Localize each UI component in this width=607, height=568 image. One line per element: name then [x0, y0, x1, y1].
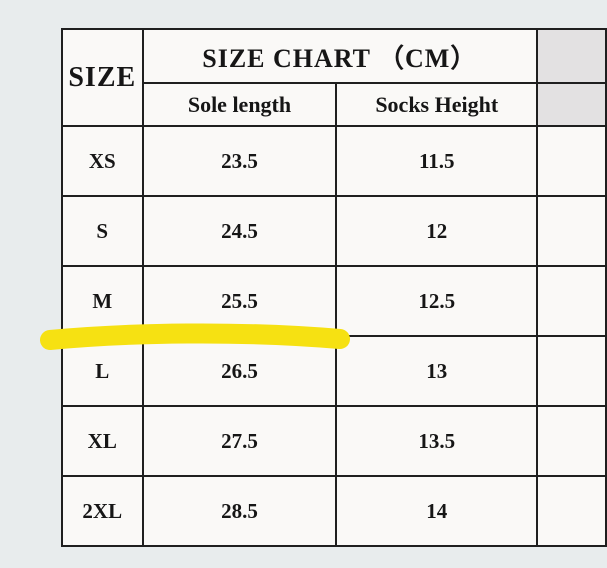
corner-header-size: SIZE	[61, 28, 144, 127]
cutoff-column-header-cell	[536, 28, 607, 84]
cutoff-column-header-cell	[536, 82, 607, 127]
column-header-sole-length: Sole length	[141, 82, 338, 127]
size-label: S	[61, 195, 144, 267]
chart-title: SIZE CHART （CM）	[141, 28, 539, 84]
size-label: 2XL	[61, 475, 144, 547]
socks-height-value: 13.5	[335, 405, 539, 477]
socks-height-value: 11.5	[335, 125, 539, 197]
header-row-title: SIZE SIZE CHART （CM）	[61, 28, 607, 127]
sole-length-value: 28.5	[141, 475, 338, 547]
table-row-m: M 25.5 12.5	[61, 265, 607, 337]
sole-length-value: 24.5	[141, 195, 338, 267]
size-label: L	[61, 335, 144, 407]
cutoff-column-cell	[536, 195, 607, 267]
size-label: XS	[61, 125, 144, 197]
sole-length-value: 27.5	[141, 405, 338, 477]
socks-height-value: 12.5	[335, 265, 539, 337]
cutoff-column-cell	[536, 265, 607, 337]
table-row-l: L 26.5 13	[61, 335, 607, 407]
table-row-xs: XS 23.5 11.5	[61, 125, 607, 197]
column-header-socks-height: Socks Height	[335, 82, 539, 127]
sole-length-value: 23.5	[141, 125, 338, 197]
cutoff-column-cell	[536, 405, 607, 477]
cutoff-column-cell	[536, 125, 607, 197]
socks-height-value: 14	[335, 475, 539, 547]
cutoff-column-cell	[536, 335, 607, 407]
socks-height-value: 13	[335, 335, 539, 407]
size-label: M	[61, 265, 144, 337]
sole-length-value: 26.5	[141, 335, 338, 407]
table-row-s: S 24.5 12	[61, 195, 607, 267]
header-row-columns: Sole length Socks Height	[62, 82, 607, 127]
table-row-xl: XL 27.5 13.5	[61, 405, 607, 477]
size-chart-table: SIZE SIZE CHART （CM） Sole length Socks H…	[61, 28, 607, 547]
table-row-2xl: 2XL 28.5 14	[61, 475, 607, 547]
sole-length-value: 25.5	[141, 265, 338, 337]
size-label: XL	[61, 405, 144, 477]
socks-height-value: 12	[335, 195, 539, 267]
cutoff-column-cell	[536, 475, 607, 547]
